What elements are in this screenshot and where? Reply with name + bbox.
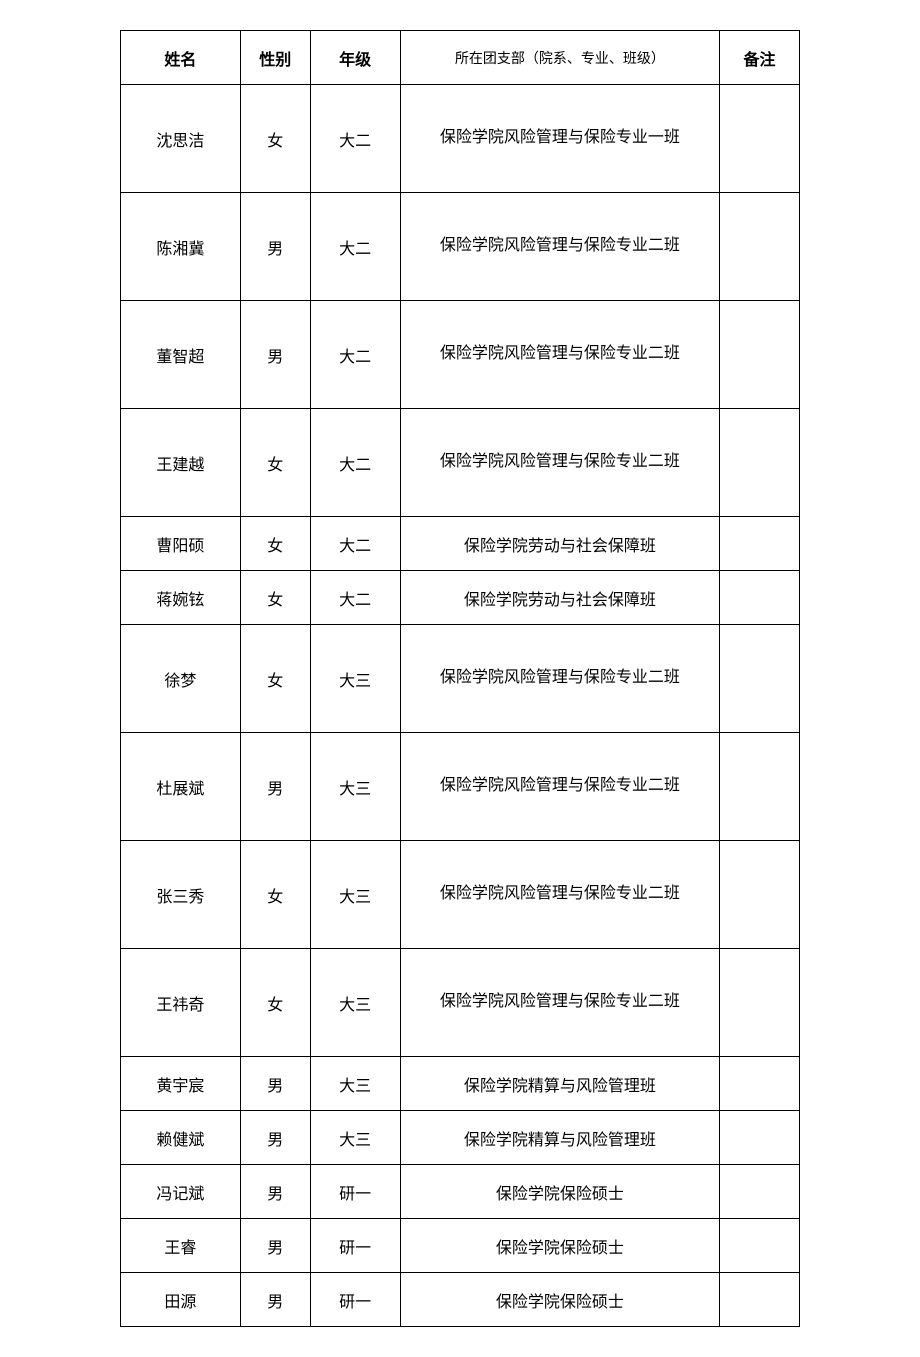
cell-branch: 保险学院风险管理与保险专业二班 [400, 625, 720, 733]
cell-name: 王祎奇 [121, 949, 241, 1057]
cell-name: 王睿 [121, 1219, 241, 1273]
cell-gender: 男 [240, 733, 310, 841]
cell-gender: 女 [240, 571, 310, 625]
cell-branch: 保险学院风险管理与保险专业二班 [400, 841, 720, 949]
table-row: 冯记斌男研一保险学院保险硕士 [121, 1165, 800, 1219]
cell-name: 杜展斌 [121, 733, 241, 841]
cell-grade: 研一 [310, 1165, 400, 1219]
table-row: 沈思洁女大二保险学院风险管理与保险专业一班 [121, 85, 800, 193]
cell-remark [720, 1273, 800, 1327]
cell-branch: 保险学院精算与风险管理班 [400, 1057, 720, 1111]
cell-grade: 研一 [310, 1219, 400, 1273]
cell-remark [720, 733, 800, 841]
cell-remark [720, 1111, 800, 1165]
cell-grade: 大三 [310, 1057, 400, 1111]
cell-grade: 大三 [310, 1111, 400, 1165]
table-row: 王睿男研一保险学院保险硕士 [121, 1219, 800, 1273]
cell-grade: 大二 [310, 301, 400, 409]
cell-name: 冯记斌 [121, 1165, 241, 1219]
cell-gender: 女 [240, 409, 310, 517]
cell-grade: 大三 [310, 949, 400, 1057]
cell-grade: 大三 [310, 841, 400, 949]
cell-grade: 大三 [310, 733, 400, 841]
cell-grade: 大三 [310, 625, 400, 733]
table-row: 杜展斌男大三保险学院风险管理与保险专业二班 [121, 733, 800, 841]
cell-remark [720, 949, 800, 1057]
cell-remark [720, 301, 800, 409]
cell-gender: 男 [240, 301, 310, 409]
header-name: 姓名 [121, 31, 241, 85]
cell-name: 王建越 [121, 409, 241, 517]
table-row: 张三秀女大三保险学院风险管理与保险专业二班 [121, 841, 800, 949]
cell-remark [720, 841, 800, 949]
cell-name: 曹阳硕 [121, 517, 241, 571]
cell-gender: 女 [240, 841, 310, 949]
cell-gender: 男 [240, 1165, 310, 1219]
cell-branch: 保险学院劳动与社会保障班 [400, 571, 720, 625]
cell-gender: 女 [240, 85, 310, 193]
cell-remark [720, 85, 800, 193]
cell-grade: 大二 [310, 193, 400, 301]
cell-gender: 女 [240, 517, 310, 571]
cell-name: 田源 [121, 1273, 241, 1327]
cell-gender: 男 [240, 1273, 310, 1327]
table-row: 赖健斌男大三保险学院精算与风险管理班 [121, 1111, 800, 1165]
cell-name: 董智超 [121, 301, 241, 409]
cell-gender: 女 [240, 949, 310, 1057]
cell-branch: 保险学院风险管理与保险专业二班 [400, 733, 720, 841]
table-row: 徐梦女大三保险学院风险管理与保险专业二班 [121, 625, 800, 733]
cell-gender: 男 [240, 193, 310, 301]
student-table: 姓名 性别 年级 所在团支部（院系、专业、班级） 备注 沈思洁女大二保险学院风险… [120, 30, 800, 1327]
table-header-row: 姓名 性别 年级 所在团支部（院系、专业、班级） 备注 [121, 31, 800, 85]
table-body: 沈思洁女大二保险学院风险管理与保险专业一班陈湘冀男大二保险学院风险管理与保险专业… [121, 85, 800, 1327]
cell-remark [720, 571, 800, 625]
cell-grade: 研一 [310, 1273, 400, 1327]
cell-grade: 大二 [310, 517, 400, 571]
cell-branch: 保险学院劳动与社会保障班 [400, 517, 720, 571]
cell-remark [720, 625, 800, 733]
table-row: 曹阳硕女大二保险学院劳动与社会保障班 [121, 517, 800, 571]
table-row: 董智超男大二保险学院风险管理与保险专业二班 [121, 301, 800, 409]
cell-remark [720, 409, 800, 517]
cell-gender: 男 [240, 1057, 310, 1111]
cell-gender: 男 [240, 1111, 310, 1165]
header-remark: 备注 [720, 31, 800, 85]
cell-name: 沈思洁 [121, 85, 241, 193]
cell-branch: 保险学院保险硕士 [400, 1165, 720, 1219]
cell-remark [720, 193, 800, 301]
cell-branch: 保险学院风险管理与保险专业一班 [400, 85, 720, 193]
header-grade: 年级 [310, 31, 400, 85]
cell-gender: 女 [240, 625, 310, 733]
cell-branch: 保险学院保险硕士 [400, 1219, 720, 1273]
cell-name: 蒋婉铉 [121, 571, 241, 625]
table-row: 黄宇宸男大三保险学院精算与风险管理班 [121, 1057, 800, 1111]
table-row: 田源男研一保险学院保险硕士 [121, 1273, 800, 1327]
cell-branch: 保险学院风险管理与保险专业二班 [400, 301, 720, 409]
cell-remark [720, 1165, 800, 1219]
cell-remark [720, 1219, 800, 1273]
cell-gender: 男 [240, 1219, 310, 1273]
cell-remark [720, 517, 800, 571]
cell-name: 陈湘冀 [121, 193, 241, 301]
cell-branch: 保险学院风险管理与保险专业二班 [400, 193, 720, 301]
table-row: 王祎奇女大三保险学院风险管理与保险专业二班 [121, 949, 800, 1057]
cell-name: 黄宇宸 [121, 1057, 241, 1111]
cell-branch: 保险学院风险管理与保险专业二班 [400, 949, 720, 1057]
cell-grade: 大二 [310, 571, 400, 625]
cell-name: 赖健斌 [121, 1111, 241, 1165]
table-row: 王建越女大二保险学院风险管理与保险专业二班 [121, 409, 800, 517]
cell-grade: 大二 [310, 409, 400, 517]
table-row: 陈湘冀男大二保险学院风险管理与保险专业二班 [121, 193, 800, 301]
header-branch: 所在团支部（院系、专业、班级） [400, 31, 720, 85]
cell-branch: 保险学院保险硕士 [400, 1273, 720, 1327]
header-gender: 性别 [240, 31, 310, 85]
cell-name: 徐梦 [121, 625, 241, 733]
table-row: 蒋婉铉女大二保险学院劳动与社会保障班 [121, 571, 800, 625]
cell-remark [720, 1057, 800, 1111]
cell-grade: 大二 [310, 85, 400, 193]
cell-branch: 保险学院精算与风险管理班 [400, 1111, 720, 1165]
cell-name: 张三秀 [121, 841, 241, 949]
cell-branch: 保险学院风险管理与保险专业二班 [400, 409, 720, 517]
